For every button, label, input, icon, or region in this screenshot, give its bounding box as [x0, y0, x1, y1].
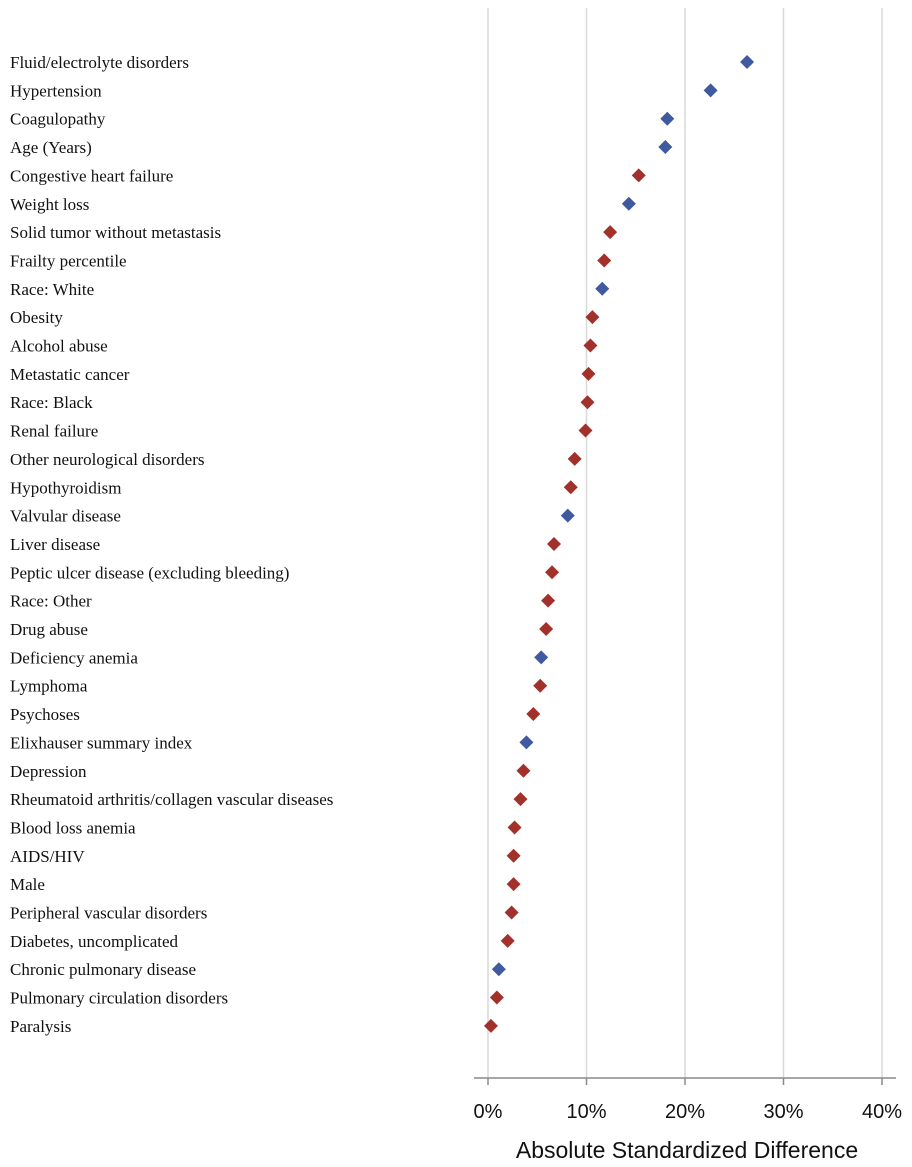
data-point-diamond: [621, 196, 636, 211]
category-label: Hypertension: [10, 81, 102, 100]
data-point-diamond: [560, 508, 575, 523]
category-label: Metastatic cancer: [10, 365, 130, 384]
x-tick-labels: 0% 10% 20% 30% 40%: [474, 1101, 903, 1123]
data-point-diamond: [516, 763, 531, 778]
data-point-diamond: [526, 707, 541, 722]
data-point-diamond: [581, 366, 596, 381]
category-label: Hypothyroidism: [10, 478, 121, 497]
data-point-diamond: [483, 1018, 498, 1033]
category-label: Deficiency anemia: [10, 648, 138, 667]
category-label: Fluid/electrolyte disorders: [10, 53, 189, 72]
data-point-diamond: [506, 848, 521, 863]
category-label: Depression: [10, 762, 87, 781]
category-label: Renal failure: [10, 422, 98, 441]
category-labels: Fluid/electrolyte disorders Hypertension C…: [10, 53, 333, 1036]
data-point-diamond: [519, 735, 534, 750]
category-label: Other neurological disorders: [10, 450, 205, 469]
category-label: Valvular disease: [10, 507, 121, 526]
category-label: Weight loss: [10, 195, 89, 214]
x-tick-label-4: 40%: [862, 1101, 902, 1123]
category-label: Race: Black: [10, 393, 93, 412]
category-label: Peptic ulcer disease (excluding bleeding…: [10, 563, 289, 582]
data-point-diamond: [507, 820, 522, 835]
category-label: Lymphoma: [10, 677, 88, 696]
data-point-diamond: [500, 933, 515, 948]
data-point-diamond: [491, 962, 506, 977]
category-label: Race: White: [10, 280, 94, 299]
data-point-diamond: [580, 395, 595, 410]
category-label: Liver disease: [10, 535, 100, 554]
data-point-diamond: [585, 310, 600, 325]
x-axis: [474, 1077, 896, 1085]
x-tick-label-2: 20%: [665, 1101, 705, 1123]
data-point-diamond: [546, 536, 561, 551]
data-point-diamond: [740, 55, 755, 69]
category-label: Psychoses: [10, 705, 80, 724]
category-label: Frailty percentile: [10, 251, 127, 270]
category-label: Blood loss anemia: [10, 818, 136, 837]
category-label: Elixhauser summary index: [10, 733, 193, 752]
data-point-diamond: [504, 905, 519, 920]
category-label: Paralysis: [10, 1017, 71, 1036]
data-point-diamond: [533, 678, 548, 693]
gridlines: [487, 8, 883, 1078]
x-tick-label-0: 0%: [474, 1101, 503, 1123]
category-label: AIDS/HIV: [10, 847, 85, 866]
category-label: Rheumatoid arthritis/collagen vascular d…: [10, 790, 333, 809]
category-label: Pulmonary circulation disorders: [10, 989, 228, 1008]
category-label: Chronic pulmonary disease: [10, 960, 196, 979]
data-point-diamond: [597, 253, 612, 268]
data-point-diamond: [660, 111, 675, 126]
x-tick-label-3: 30%: [763, 1101, 803, 1123]
data-point-diamond: [603, 225, 618, 240]
category-label: Age (Years): [10, 138, 92, 157]
data-point-diamond: [513, 792, 528, 807]
data-point-diamond: [539, 622, 554, 636]
category-label: Obesity: [10, 308, 63, 327]
x-axis-title: Absolute Standardized Difference: [516, 1137, 858, 1163]
data-point-diamond: [578, 423, 593, 438]
data-points: [483, 55, 755, 1033]
data-point-diamond: [658, 140, 673, 155]
data-point-diamond: [703, 83, 718, 98]
category-label: Coagulopathy: [10, 110, 106, 129]
data-point-diamond: [534, 650, 549, 665]
data-point-diamond: [567, 451, 582, 466]
category-label: Solid tumor without metastasis: [10, 223, 221, 242]
data-point-diamond: [506, 877, 521, 892]
category-label: Male: [10, 875, 45, 894]
category-label: Alcohol abuse: [10, 337, 108, 356]
category-label: Race: Other: [10, 592, 92, 611]
data-point-diamond: [631, 168, 646, 183]
data-point-diamond: [545, 565, 560, 580]
category-label: Peripheral vascular disorders: [10, 904, 207, 923]
category-label: Diabetes, uncomplicated: [10, 932, 179, 951]
category-label: Drug abuse: [10, 620, 88, 639]
data-point-diamond: [583, 338, 598, 353]
data-point-diamond: [541, 593, 556, 608]
data-point-diamond: [489, 990, 504, 1005]
category-label: Congestive heart failure: [10, 166, 173, 185]
data-point-diamond: [563, 480, 578, 495]
x-tick-label-1: 10%: [566, 1101, 606, 1123]
data-point-diamond: [595, 281, 610, 296]
